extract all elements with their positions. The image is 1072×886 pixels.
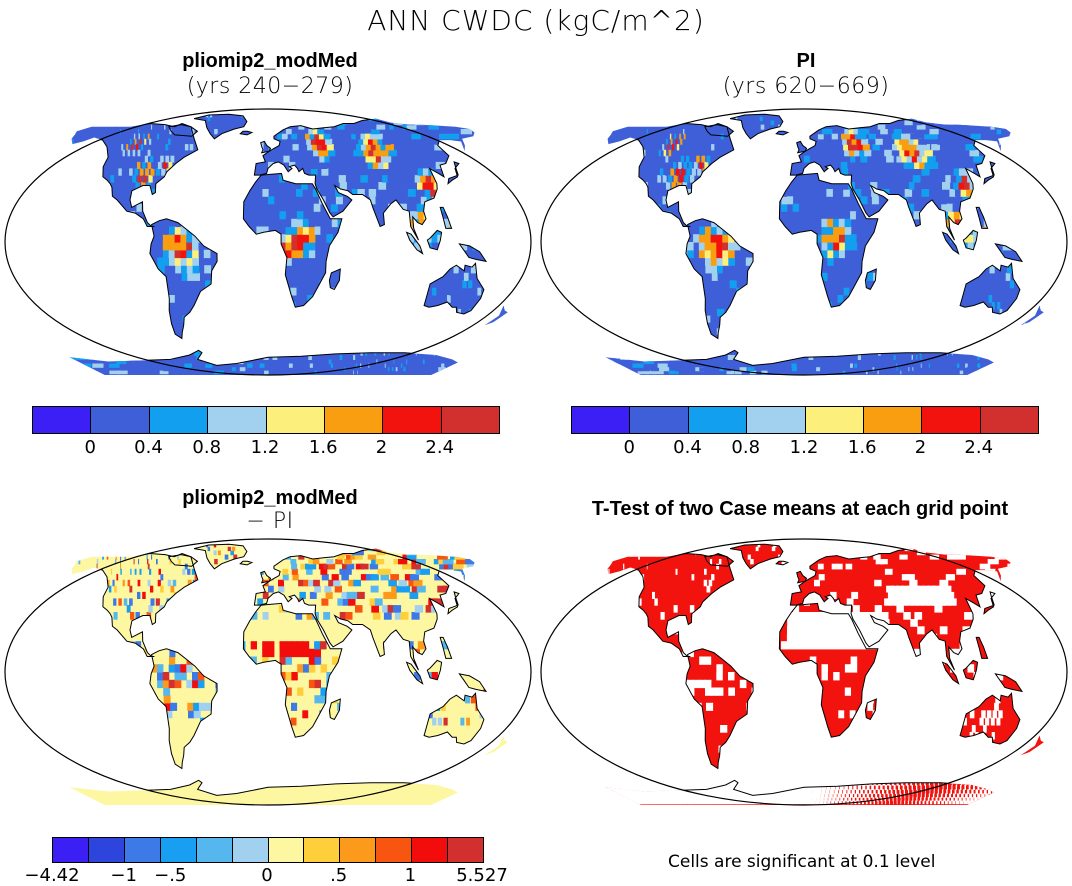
colorbar-labels-top-left: 0 0.4 0.8 1.2 1.6 2 2.4 <box>32 437 498 459</box>
colorbar-label: 2 <box>375 437 388 458</box>
colorbar-bottom-left <box>52 837 484 863</box>
colorbar-swatch <box>33 407 92 433</box>
colorbar-swatch <box>863 407 923 433</box>
panel-title-bottom-left: pliomip2_modMed <box>182 487 358 509</box>
colorbar-swatch <box>630 407 689 433</box>
colorbar-label: 1.6 <box>847 437 877 458</box>
colorbar-swatch <box>324 407 384 433</box>
map-top-right <box>540 108 1068 376</box>
panel-subtitle-top-left: (yrs 240−279) <box>186 74 354 99</box>
colorbar-swatch <box>572 407 631 433</box>
colorbar-swatch <box>124 838 161 862</box>
colorbar-swatch <box>340 838 377 862</box>
panel-subtitle-bottom-left: − PI <box>246 509 294 534</box>
colorbar-label: −.5 <box>154 865 187 886</box>
colorbar-swatch <box>91 407 150 433</box>
panel-subtitle-top-right: (yrs 620−669) <box>722 74 890 99</box>
colorbar-swatch <box>383 407 442 433</box>
map-border <box>4 108 532 376</box>
colorbar-label: 0.4 <box>673 437 702 458</box>
colorbar-swatch <box>149 407 209 433</box>
colorbar-swatch <box>160 838 197 862</box>
map-border <box>540 538 1068 806</box>
colorbar-top-left <box>32 406 500 434</box>
panel-title-top-left: pliomip2_modMed <box>182 50 358 72</box>
colorbar-label: 1 <box>404 865 417 886</box>
colorbar-label: 0 <box>261 865 273 886</box>
colorbar-label: 5.527 <box>456 865 508 886</box>
colorbar-label: 2.4 <box>964 437 994 458</box>
colorbar-swatch <box>441 407 499 433</box>
colorbar-swatch <box>376 838 413 862</box>
colorbar-label: −4.42 <box>24 865 80 886</box>
colorbar-label: 0.4 <box>134 437 163 458</box>
figure-title: ANN CWDC (kgC/m^2) <box>367 4 705 37</box>
significance-note: Cells are significant at 0.1 level <box>668 852 936 872</box>
map-bottom-left <box>4 538 532 806</box>
colorbar-swatch <box>980 407 1038 433</box>
colorbar-label: 0 <box>84 437 96 458</box>
colorbar-label: 2 <box>914 437 927 458</box>
colorbar-swatch <box>266 407 325 433</box>
panel-title-bottom-right: T-Test of two Case means at each grid po… <box>591 498 1009 520</box>
colorbar-swatch <box>53 838 89 862</box>
map-border <box>4 538 532 806</box>
colorbar-swatch <box>304 838 341 862</box>
colorbar-label: 0 <box>623 437 635 458</box>
colorbar-swatch <box>688 407 748 433</box>
colorbar-label: −1 <box>110 865 137 886</box>
colorbar-label: 1.2 <box>250 437 280 458</box>
colorbar-labels-bottom-left: −4.42 −1 −.5 0 .5 1 5.527 <box>24 865 507 886</box>
colorbar-label: 0.8 <box>192 437 222 458</box>
colorbar-label: 2.4 <box>425 437 455 458</box>
colorbar-swatch <box>922 407 981 433</box>
colorbar-labels-top-right: 0 0.4 0.8 1.2 1.6 2 2.4 <box>571 437 1037 459</box>
coastlines <box>605 543 1045 805</box>
panel-title-top-right: PI <box>796 50 816 72</box>
map-bottom-right <box>540 538 1068 806</box>
colorbar-label: 1.6 <box>308 437 338 458</box>
map-top-left <box>4 108 532 376</box>
colorbar-swatch <box>88 838 125 862</box>
colorbar-swatch <box>747 407 806 433</box>
colorbar-top-right <box>571 406 1039 434</box>
colorbar-swatch <box>448 838 484 862</box>
map-border <box>540 108 1068 376</box>
colorbar-label: 1.2 <box>789 437 819 458</box>
colorbar-swatch <box>805 407 864 433</box>
colorbar-swatch <box>412 838 449 862</box>
colorbar-swatch <box>208 407 267 433</box>
colorbar-swatch <box>196 838 233 862</box>
colorbar-swatch <box>232 838 269 862</box>
colorbar-label: .5 <box>330 865 348 886</box>
colorbar-swatch <box>268 838 305 862</box>
colorbar-label: 0.8 <box>731 437 761 458</box>
